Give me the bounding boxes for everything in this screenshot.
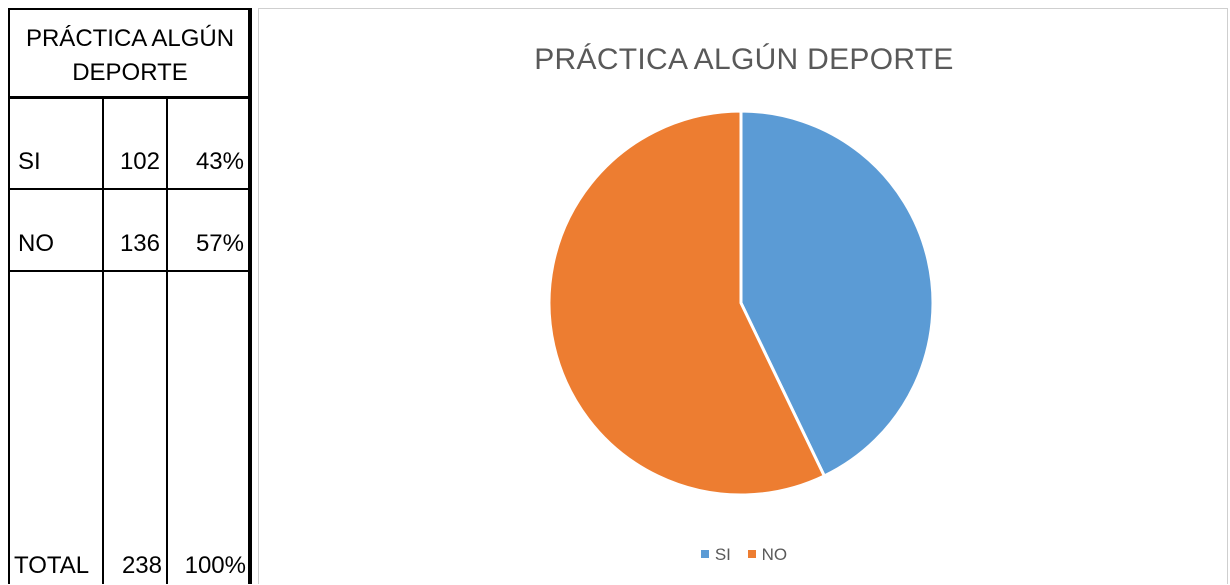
row-si-percent: 43% <box>195 148 244 175</box>
table-header-divider <box>8 96 252 99</box>
pie-slice-si <box>739 109 935 478</box>
table-header: PRÁCTICA ALGÚN DEPORTE <box>25 25 235 86</box>
pie-chart <box>547 109 935 497</box>
table-row-divider-1 <box>8 188 252 190</box>
legend-swatch-no <box>747 550 756 558</box>
table-border-right <box>248 8 252 584</box>
row-si-count: 102 <box>119 148 160 175</box>
row-total-label: TOTAL <box>14 552 90 579</box>
row-no-percent: 57% <box>195 230 244 257</box>
chart-legend: SI NO <box>259 545 1229 565</box>
row-no-label: NO <box>18 230 54 257</box>
legend-swatch-si <box>700 550 709 558</box>
chart-area: PRÁCTICA ALGÚN DEPORTE SI NO <box>258 8 1228 584</box>
legend-label-si: SI <box>714 545 731 564</box>
chart-title: PRÁCTICA ALGÚN DEPORTE <box>534 43 954 76</box>
row-no-count: 136 <box>119 230 160 257</box>
table-row-divider-2 <box>8 270 252 272</box>
table-col-divider-2 <box>166 98 168 584</box>
table-border-top <box>8 8 252 10</box>
row-si-label: SI <box>18 148 41 175</box>
table-col-divider-1 <box>102 98 104 584</box>
legend-item-si: SI <box>700 545 731 565</box>
table-border-left <box>8 8 10 584</box>
row-total-count: 238 <box>121 552 162 579</box>
data-table: PRÁCTICA ALGÚN DEPORTE SI 102 43% NO 136… <box>8 8 252 584</box>
pie-slice-no <box>547 109 826 497</box>
row-total-percent: 100% <box>184 552 246 579</box>
legend-label-no: NO <box>761 545 788 564</box>
legend-item-no: NO <box>747 545 788 565</box>
